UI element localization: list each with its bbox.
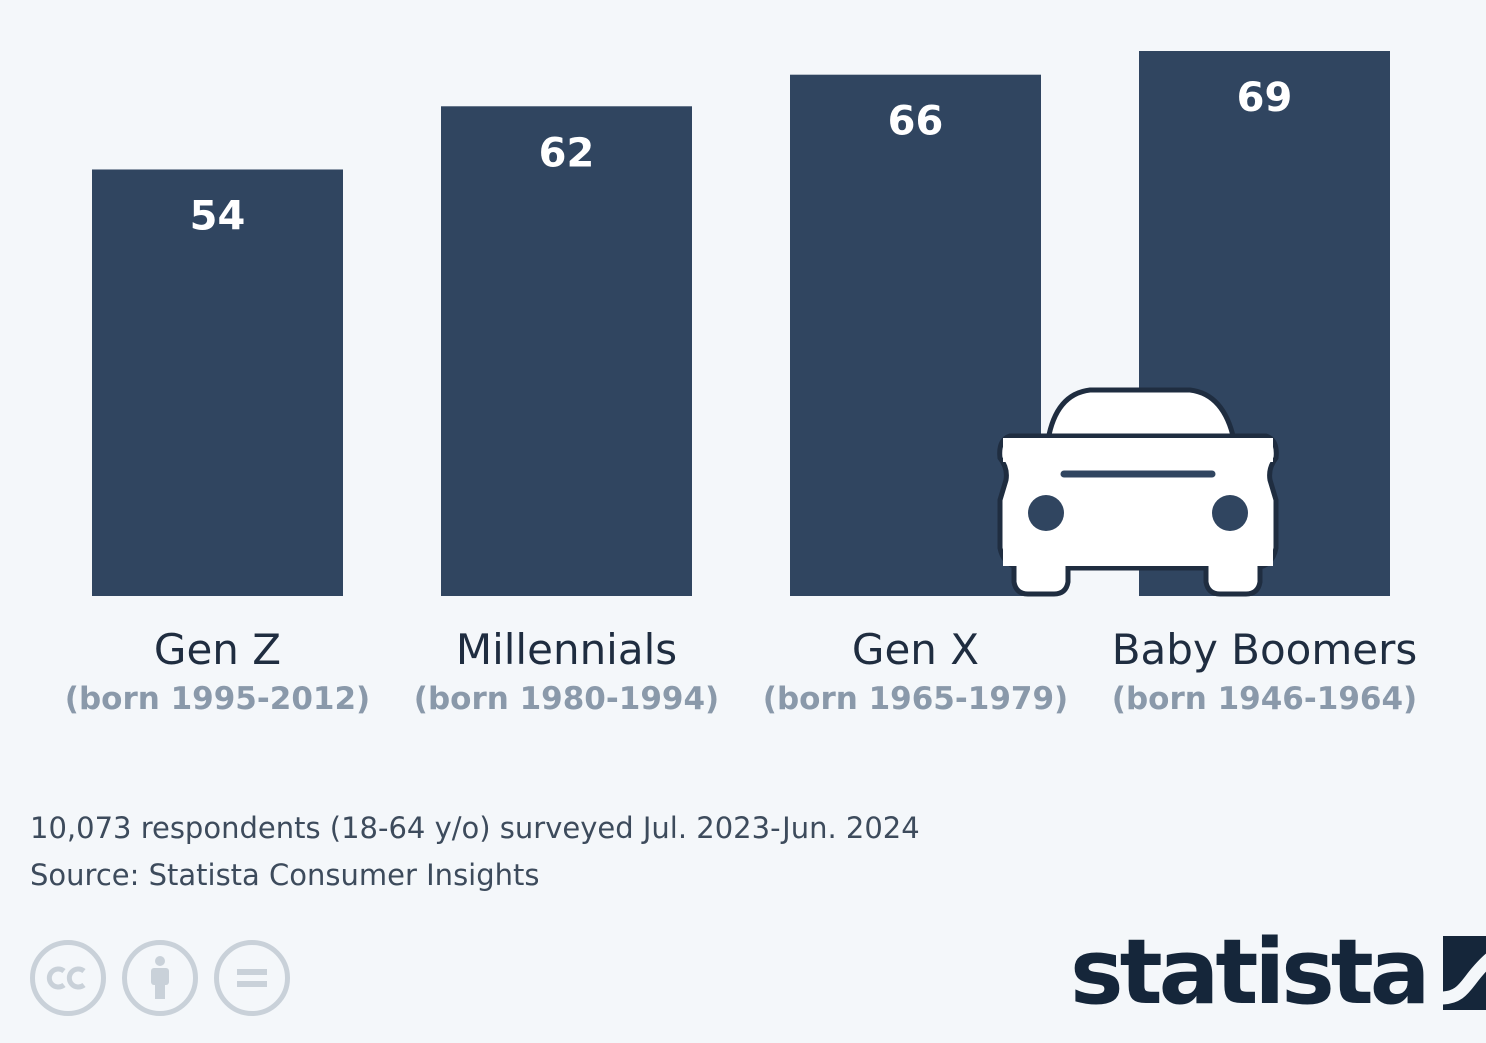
attribution-icon[interactable]: [122, 940, 198, 1016]
no-derivatives-icon[interactable]: [214, 940, 290, 1016]
bar-millennials: [441, 106, 692, 596]
survey-note: 10,073 respondents (18-64 y/o) surveyed …: [30, 811, 920, 845]
category-sublabel-baby-boomers: (born 1946-1964): [1112, 681, 1417, 717]
source-note: Source: Statista Consumer Insights: [30, 858, 540, 892]
value-label-baby-boomers: 69: [1237, 75, 1293, 121]
value-label-millennials: 62: [539, 130, 595, 176]
category-sublabel-millennials: (born 1980-1994): [414, 681, 719, 717]
statista-logo: statista: [1070, 928, 1486, 1018]
bar-gen-z: [92, 169, 343, 596]
category-label-baby-boomers: Baby Boomers: [1112, 625, 1418, 674]
statista-wordmark: statista: [1070, 920, 1431, 1025]
license-icons: [30, 940, 290, 1016]
statista-mark-icon: [1442, 936, 1486, 1010]
category-label-gen-x: Gen X: [852, 625, 979, 674]
value-label-gen-z: 54: [190, 193, 246, 239]
category-sublabel-gen-z: (born 1995-2012): [65, 681, 370, 717]
value-label-gen-x: 66: [888, 99, 944, 145]
chart-notes: 10,073 respondents (18-64 y/o) surveyed …: [30, 805, 920, 899]
car-icon: [997, 387, 1279, 597]
category-sublabel-gen-x: (born 1965-1979): [763, 681, 1068, 717]
cc-icon[interactable]: [30, 940, 106, 1016]
category-label-gen-z: Gen Z: [154, 625, 281, 674]
category-label-millennials: Millennials: [456, 625, 677, 674]
bar-chart: 54 62 66 69 Gen Z (born 1995-2012) Millennial…: [65, 51, 1418, 717]
